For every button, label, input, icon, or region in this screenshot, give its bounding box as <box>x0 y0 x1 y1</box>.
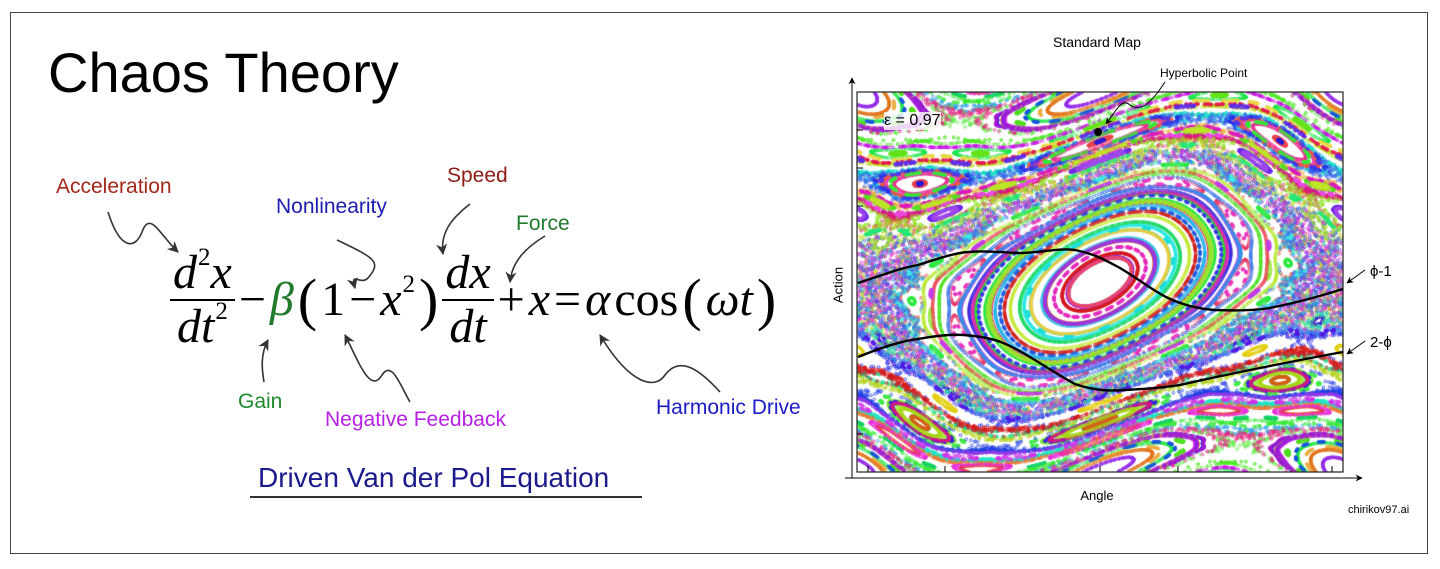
fraction-bar <box>442 299 494 301</box>
eq-x: x <box>210 246 232 299</box>
y-axis-label: Action <box>830 266 846 304</box>
fraction-denominator: dt2 <box>174 299 231 353</box>
equation-name: Driven Van der Pol Equation <box>258 462 610 493</box>
label-nonlinearity: Nonlinearity <box>276 195 387 218</box>
label-speed: Speed <box>447 164 508 187</box>
label-harmonic-drive: Harmonic Drive <box>656 396 801 419</box>
eq-rparen: ) <box>756 267 777 332</box>
eq-plus: + <box>497 273 525 326</box>
plot-border <box>856 91 1344 473</box>
arrow-gain <box>258 339 269 383</box>
label-gain: Gain <box>238 390 283 413</box>
credit-label: chirikov97.ai <box>1348 504 1410 516</box>
label-force: Force <box>516 212 570 235</box>
eq-x: x <box>528 273 551 326</box>
map-title: Standard Map <box>1053 34 1141 50</box>
arrow-acceleration <box>107 211 179 253</box>
eq-lparen: ( <box>297 267 318 332</box>
eq-minus: − <box>238 273 266 326</box>
arrow-nonlinearity <box>336 239 376 290</box>
eq-lparen: ( <box>682 267 702 332</box>
arrow-speed <box>436 203 471 256</box>
arrow-hyperbolic-point <box>1105 81 1166 125</box>
eq-cos: cos <box>614 273 679 326</box>
label-acceleration: Acceleration <box>56 175 172 198</box>
underline <box>250 496 642 498</box>
eq-rparen: ) <box>419 267 439 332</box>
arrow-phi-minus-1 <box>1346 269 1366 284</box>
eq-dt: dt <box>449 300 487 353</box>
curve-label-phi-minus-1: ϕ-1 <box>1370 263 1392 280</box>
fraction-bar <box>170 299 235 301</box>
hyperbolic-point <box>1094 128 1102 136</box>
fraction-d2x-dt2: d2x dt2 <box>170 245 235 353</box>
eq-one: 1 <box>321 273 346 326</box>
eq-dx: dx <box>445 246 491 299</box>
eq-alpha: α <box>585 273 611 326</box>
arrow-harmonic-drive <box>599 334 721 393</box>
arrow-force <box>505 235 546 284</box>
page-title: Chaos Theory <box>48 41 399 104</box>
fraction-numerator: d2x <box>170 245 235 299</box>
curve-label-2-minus-phi: 2-ϕ <box>1370 334 1392 351</box>
eq-sup-2: 2 <box>215 298 228 325</box>
fraction-dx-dt: dx dt <box>442 246 494 353</box>
eq-sup-2: 2 <box>198 244 211 271</box>
axis-ticks <box>857 129 1333 472</box>
kam-curve-2-minus-phi <box>857 333 1344 392</box>
arrow-2-minus-phi <box>1346 340 1366 355</box>
epsilon-label: ε = 0.97 <box>884 112 941 130</box>
hyperbolic-point-label: Hyperbolic Point <box>1160 66 1248 80</box>
eq-omega-t: ωt <box>705 273 753 326</box>
arrow-negative-feedback <box>344 334 411 403</box>
x-axis-label: Angle <box>1080 488 1114 503</box>
eq-equals: = <box>554 273 582 326</box>
eq-x-squared: x2 <box>380 272 415 326</box>
eq-sup-2: 2 <box>402 271 416 298</box>
eq-d: d <box>173 246 197 299</box>
label-negative-feedback: Negative Feedback <box>325 408 506 431</box>
van-der-pol-equation: d2x dt2 − β ( 1 − x2 ) dx dt + x = α cos… <box>168 245 778 353</box>
kam-curve-phi-minus-1 <box>857 248 1344 312</box>
eq-beta: β <box>269 273 294 326</box>
standard-map-plot <box>857 92 1343 472</box>
figure-frame <box>10 12 1428 554</box>
eq-dt: dt <box>176 300 215 353</box>
eq-x: x <box>380 273 402 326</box>
annotation-arrows <box>107 203 721 403</box>
